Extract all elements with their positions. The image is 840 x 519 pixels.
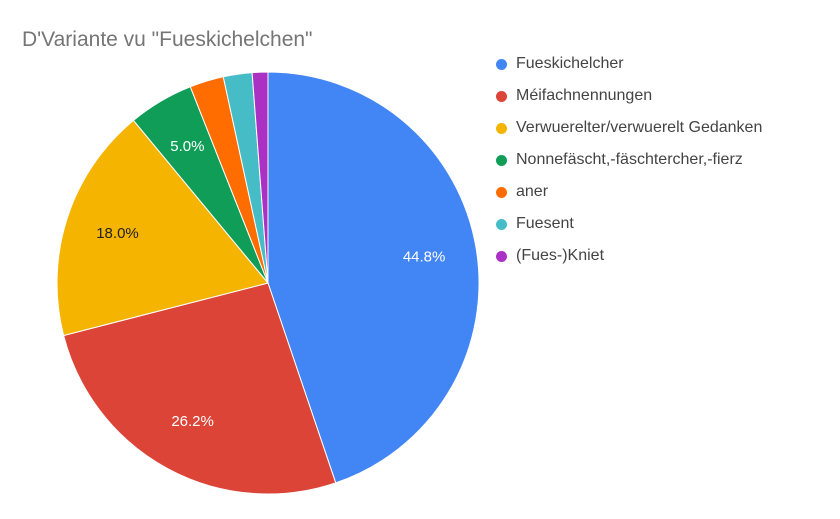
legend-label: Fuesent (516, 215, 574, 232)
legend-item: Nonnefäscht,-fäschtercher,-fierz (496, 144, 762, 176)
legend-label: (Fues-)Kniet (516, 247, 605, 264)
legend-swatch (496, 90, 507, 102)
legend-item: Verwuerelter/verwuerelt Gedanken (496, 112, 762, 144)
legend-label: Méifachnennungen (516, 87, 653, 104)
legend-item: (Fues-)Kniet (496, 240, 762, 272)
legend-label: Verwuerelter/verwuerelt Gedanken (516, 119, 763, 136)
legend-swatch (496, 250, 507, 262)
legend-item: Fueskichelcher (496, 48, 762, 80)
legend-label: Fueskichelcher (516, 55, 624, 72)
legend-swatch (496, 122, 507, 134)
legend-swatch (496, 218, 507, 230)
slice-data-label: 5.0% (170, 138, 204, 155)
legend-label: Nonnefäscht,-fäschtercher,-fierz (516, 151, 743, 168)
legend-swatch (496, 58, 507, 70)
chart-title: D'Variante vu "Fueskichelchen" (22, 28, 313, 51)
slice-data-label: 44.8% (403, 248, 446, 265)
pie-slice (63, 282, 337, 495)
pie-slice (251, 71, 269, 284)
legend-swatch (496, 186, 507, 198)
legend-item: Méifachnennungen (496, 80, 762, 112)
slice-data-label: 18.0% (96, 225, 139, 242)
slice-data-label: 26.2% (171, 413, 214, 430)
legend-label: aner (516, 183, 549, 200)
pie-slice (267, 71, 480, 484)
legend-item: Fuesent (496, 208, 762, 240)
pie-slice (56, 119, 269, 337)
legend-item: aner (496, 176, 762, 208)
legend-swatch (496, 154, 507, 166)
legend: Fueskichelcher Méifachnennungen Verwuerelt… (496, 48, 762, 272)
